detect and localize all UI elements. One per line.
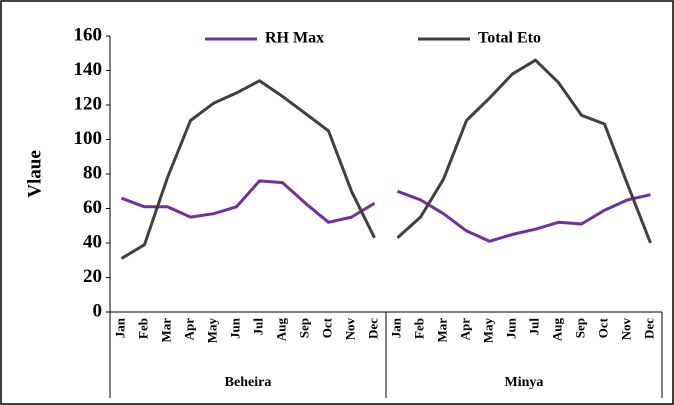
x-tick-label: May	[204, 318, 219, 344]
x-tick-label: Aug	[273, 318, 288, 342]
y-tick-label: 160	[74, 24, 103, 45]
y-tick-label: 40	[83, 231, 102, 252]
x-tick-label: Oct	[319, 317, 334, 338]
x-tick-label: Jul	[526, 318, 541, 336]
x-tick-label: Apr	[457, 318, 472, 341]
x-tick-label: Nov	[342, 318, 357, 341]
x-tick-label: May	[480, 318, 495, 344]
group-label: Beheira	[225, 375, 272, 390]
x-tick-label: Oct	[595, 317, 610, 338]
series-line	[120, 179, 376, 224]
x-tick-label: Sep	[572, 318, 587, 338]
x-tick-label: Mar	[434, 318, 449, 343]
x-tick-label: Feb	[411, 318, 426, 339]
x-tick-label: Dec	[641, 318, 656, 339]
x-tick-label: Mar	[158, 318, 173, 343]
x-tick-label: Aug	[549, 318, 564, 342]
x-tick-label: Jul	[250, 318, 265, 336]
x-tick-label: Apr	[181, 318, 196, 341]
series-line	[396, 58, 652, 244]
x-tick-label: Feb	[135, 318, 150, 339]
legend-label: RH Max	[265, 30, 324, 47]
y-tick-label: 80	[83, 162, 102, 183]
y-tick-label: 0	[93, 300, 103, 321]
series-line	[120, 79, 376, 260]
y-axis-label: Vlaue	[24, 150, 45, 198]
y-tick-label: 20	[83, 266, 102, 287]
x-tick-label: Sep	[296, 318, 311, 338]
y-tick-label: 60	[83, 197, 102, 218]
x-tick-label: Jan	[388, 317, 403, 338]
y-tick-label: 140	[74, 59, 103, 80]
series-line	[396, 189, 651, 243]
x-tick-label: Jan	[112, 317, 127, 338]
x-tick-label: Dec	[365, 318, 380, 339]
group-label: Minya	[505, 375, 544, 390]
y-tick-label: 100	[74, 128, 103, 149]
legend-label: Total Eto	[478, 30, 541, 47]
y-tick-label: 120	[74, 93, 103, 114]
x-tick-label: Jun	[227, 317, 242, 339]
x-tick-label: Jun	[503, 317, 518, 339]
x-tick-label: Nov	[618, 318, 633, 341]
